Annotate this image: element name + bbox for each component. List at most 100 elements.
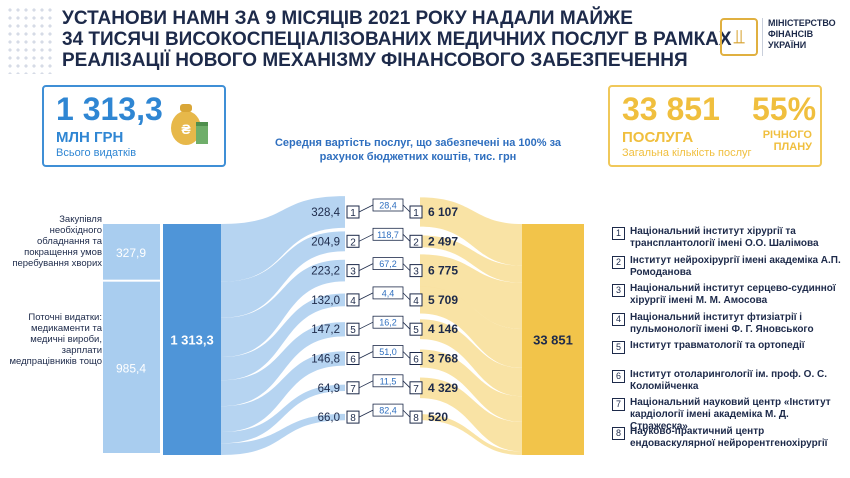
spending-flow-1 (221, 196, 345, 282)
services-value-3: 6 775 (428, 264, 458, 278)
services-flow-5 (420, 319, 522, 397)
connector-left-5 (358, 321, 374, 330)
spending-value-6: 146,8 (311, 354, 340, 366)
right-index-box-4 (409, 293, 423, 307)
connector-right-8 (402, 409, 411, 418)
spending-value-1: 328,4 (311, 207, 340, 219)
svg-text:₴: ₴ (181, 121, 191, 137)
services-flow-6 (420, 349, 522, 422)
total-services-label: Загальна кількість послуг (622, 147, 752, 159)
avg-cost-2: 118,7 (377, 230, 399, 240)
total-services-bar-label: 33 851 (533, 333, 573, 348)
connector-left-3 (358, 263, 374, 271)
institution-item-8: 8 Науково-практичний центр ендоваскулярно… (612, 426, 842, 450)
right-index-box-3 (409, 264, 423, 278)
institution-item-3: 3 Національний інститут серцево-судинної … (612, 283, 842, 307)
connector-right-2 (402, 234, 411, 242)
left-index-2: 2 (350, 237, 356, 248)
services-flow-7 (420, 377, 522, 452)
right-index-2: 2 (413, 237, 419, 248)
institution-item-1: 1 Національний інститут хірургії та транс… (612, 226, 842, 250)
title-line-1: УСТАНОВИ НАМН ЗА 9 МІСЯЦІВ 2021 РОКУ НАД… (62, 8, 633, 29)
connector-right-1 (402, 204, 411, 213)
total-services-value: 33 851 (622, 91, 720, 127)
services-value-8: 520 (428, 410, 448, 424)
avg-cost-1: 28,4 (379, 201, 397, 211)
expenditure-value-1: 327,9 (116, 246, 146, 260)
ministry-logo: ⫫ МІНІСТЕРСТВО ФІНАНСІВ УКРАЇНИ (720, 18, 840, 58)
services-value-6: 3 768 (428, 352, 458, 366)
logo-divider (762, 18, 763, 56)
avg-cost-3: 67,2 (379, 259, 397, 269)
avg-cost-7: 11,5 (380, 376, 397, 386)
connector-left-1 (358, 204, 374, 213)
avg-cost-4: 4,4 (382, 288, 395, 298)
right-index-box-1 (409, 205, 423, 219)
services-flow-2 (420, 235, 522, 283)
avg-cost-caption: Середня вартість послуг, що забезпечені … (274, 137, 562, 163)
institution-item-6: 6 Інститут отоларингології ім. проф. О. С… (612, 369, 842, 393)
right-index-7: 7 (413, 384, 419, 395)
institution-index-5: 5 (612, 341, 625, 354)
right-index-box-8 (409, 410, 423, 424)
title-line-3: РЕАЛІЗАЦІЇ НОВОГО МЕХАНІЗМУ ФІНАНСОВОГО … (62, 50, 688, 71)
connector-right-5 (402, 321, 411, 330)
expenditure-value-2: 985,4 (116, 361, 146, 375)
equipment-label: Закупівля необхідного обладнання та покр… (12, 214, 102, 269)
left-index-1: 1 (350, 208, 356, 219)
services-value-4: 5 709 (428, 293, 458, 307)
spending-flow-7 (221, 384, 345, 444)
right-index-5: 5 (413, 325, 419, 336)
money-bag-icon: ₴ (171, 104, 208, 145)
expenditure-bar-2 (103, 281, 160, 453)
total-expenditure-value: 1 313,3 (56, 91, 163, 127)
right-index-8: 8 (413, 413, 419, 424)
expenditure-bar-1 (103, 224, 160, 280)
services-flow-4 (420, 286, 522, 368)
avg-cost-8: 82,4 (379, 406, 397, 416)
spending-value-2: 204,9 (311, 236, 340, 248)
institution-item-4: 4 Національний інститут фтизіатрії і пуль… (612, 312, 842, 336)
page-title: УСТАНОВИ НАМН ЗА 9 МІСЯЦІВ 2021 РОКУ НАД… (62, 8, 732, 71)
spending-value-3: 223,2 (311, 266, 340, 278)
right-index-box-5 (409, 322, 423, 336)
services-value-2: 2 497 (428, 234, 458, 248)
services-value-5: 4 146 (428, 322, 458, 336)
institution-index-4: 4 (612, 312, 625, 326)
spending-flow-2 (221, 231, 345, 318)
institution-index-7: 7 (612, 398, 625, 411)
total-expenditure-bar-label: 1 313,3 (170, 333, 213, 348)
connector-left-6 (358, 351, 374, 359)
connector-right-6 (402, 351, 411, 359)
spending-flow-6 (221, 351, 345, 432)
services-value-7: 4 329 (428, 381, 458, 395)
spending-flow-3 (221, 259, 345, 358)
spending-flow-8 (221, 413, 345, 455)
avg-cost-5: 16,2 (379, 318, 397, 328)
institution-name-8: Науково-практичний центр ендоваскулярної… (630, 425, 828, 449)
left-index-7: 7 (350, 384, 356, 395)
connector-left-8 (358, 409, 374, 418)
total-expenditure-unit: МЛН ГРН (56, 129, 124, 146)
total-services-unit: ПОСЛУГА (622, 129, 694, 146)
trident-icon: ⫫ (720, 18, 758, 56)
right-index-6: 6 (413, 355, 419, 366)
services-value-1: 6 107 (428, 205, 458, 219)
logo-text: МІНІСТЕРСТВО ФІНАНСІВ УКРАЇНИ (768, 18, 836, 50)
institution-name-5: Інститут травматології та ортопедії (630, 340, 805, 351)
total-services-bar (522, 224, 584, 455)
right-index-box-6 (409, 352, 423, 365)
connector-right-4 (402, 292, 411, 301)
right-index-3: 3 (413, 267, 419, 278)
annual-plan-percent: 55% (752, 91, 817, 127)
institution-index-2: 2 (612, 255, 625, 269)
total-expenditure-label: Всього видатків (56, 147, 137, 159)
spending-value-4: 132,0 (311, 295, 340, 307)
connector-left-4 (358, 292, 374, 301)
spending-value-8: 66,0 (318, 412, 340, 424)
right-index-1: 1 (413, 208, 419, 219)
institution-name-7: Національний науковий центр «Інститут ка… (630, 397, 831, 432)
avg-cost-6: 51,0 (379, 347, 397, 357)
left-index-5: 5 (350, 325, 356, 336)
spending-value-7: 64,9 (318, 383, 340, 395)
